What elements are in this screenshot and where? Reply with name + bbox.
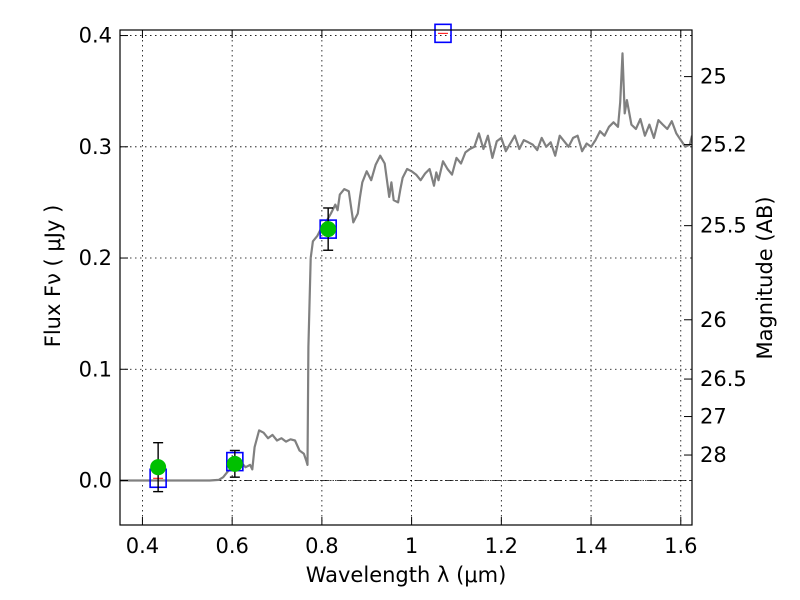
grid-layer <box>120 30 692 525</box>
mag-tick-label: 25.5 <box>700 214 747 238</box>
mag-tick-label: 26.5 <box>700 367 747 391</box>
y-tick-label: 0.1 <box>79 357 112 381</box>
y2-axis-title: Magnitude (AB) <box>753 196 777 359</box>
y-axis-title: Flux Fν ( μJy ) <box>41 205 65 348</box>
marker-layer <box>149 23 452 493</box>
y-tick-label: 0.2 <box>79 246 112 270</box>
x-tick-label: 1.6 <box>664 534 697 558</box>
x-axis-title: Wavelength λ (μm) <box>306 563 507 587</box>
observed-flux-point <box>226 455 243 472</box>
tick-label-layer: 0.4 0.6 0.8 1 1.2 1.4 1.6 0.0 0.1 0.2 0.3 0.4 25 25.2… <box>79 24 747 558</box>
y-tick-label: 0.0 <box>79 469 112 493</box>
tick-layer <box>120 30 692 525</box>
mag-tick-label: 26 <box>700 308 727 332</box>
x-tick-label: 0.4 <box>126 534 159 558</box>
mag-tick-label: 25.2 <box>700 133 747 157</box>
mag-tick-label: 27 <box>700 405 727 429</box>
observed-flux-point <box>320 221 337 238</box>
mag-tick-label: 28 <box>700 443 727 467</box>
x-tick-label: 0.8 <box>305 534 338 558</box>
model-photometry-box <box>434 23 452 44</box>
y-tick-label: 0.3 <box>79 135 112 159</box>
x-tick-label: 0.6 <box>215 534 248 558</box>
series-layer <box>120 52 692 482</box>
spectrum-line <box>120 52 692 482</box>
x-tick-label: 1.2 <box>485 534 518 558</box>
observed-flux-point <box>150 459 167 476</box>
x-tick-label: 1 <box>405 534 418 558</box>
plot-frame <box>119 29 693 526</box>
y-tick-label: 0.4 <box>79 24 112 48</box>
x-tick-label: 1.4 <box>574 534 607 558</box>
mag-tick-label: 25 <box>700 65 727 89</box>
